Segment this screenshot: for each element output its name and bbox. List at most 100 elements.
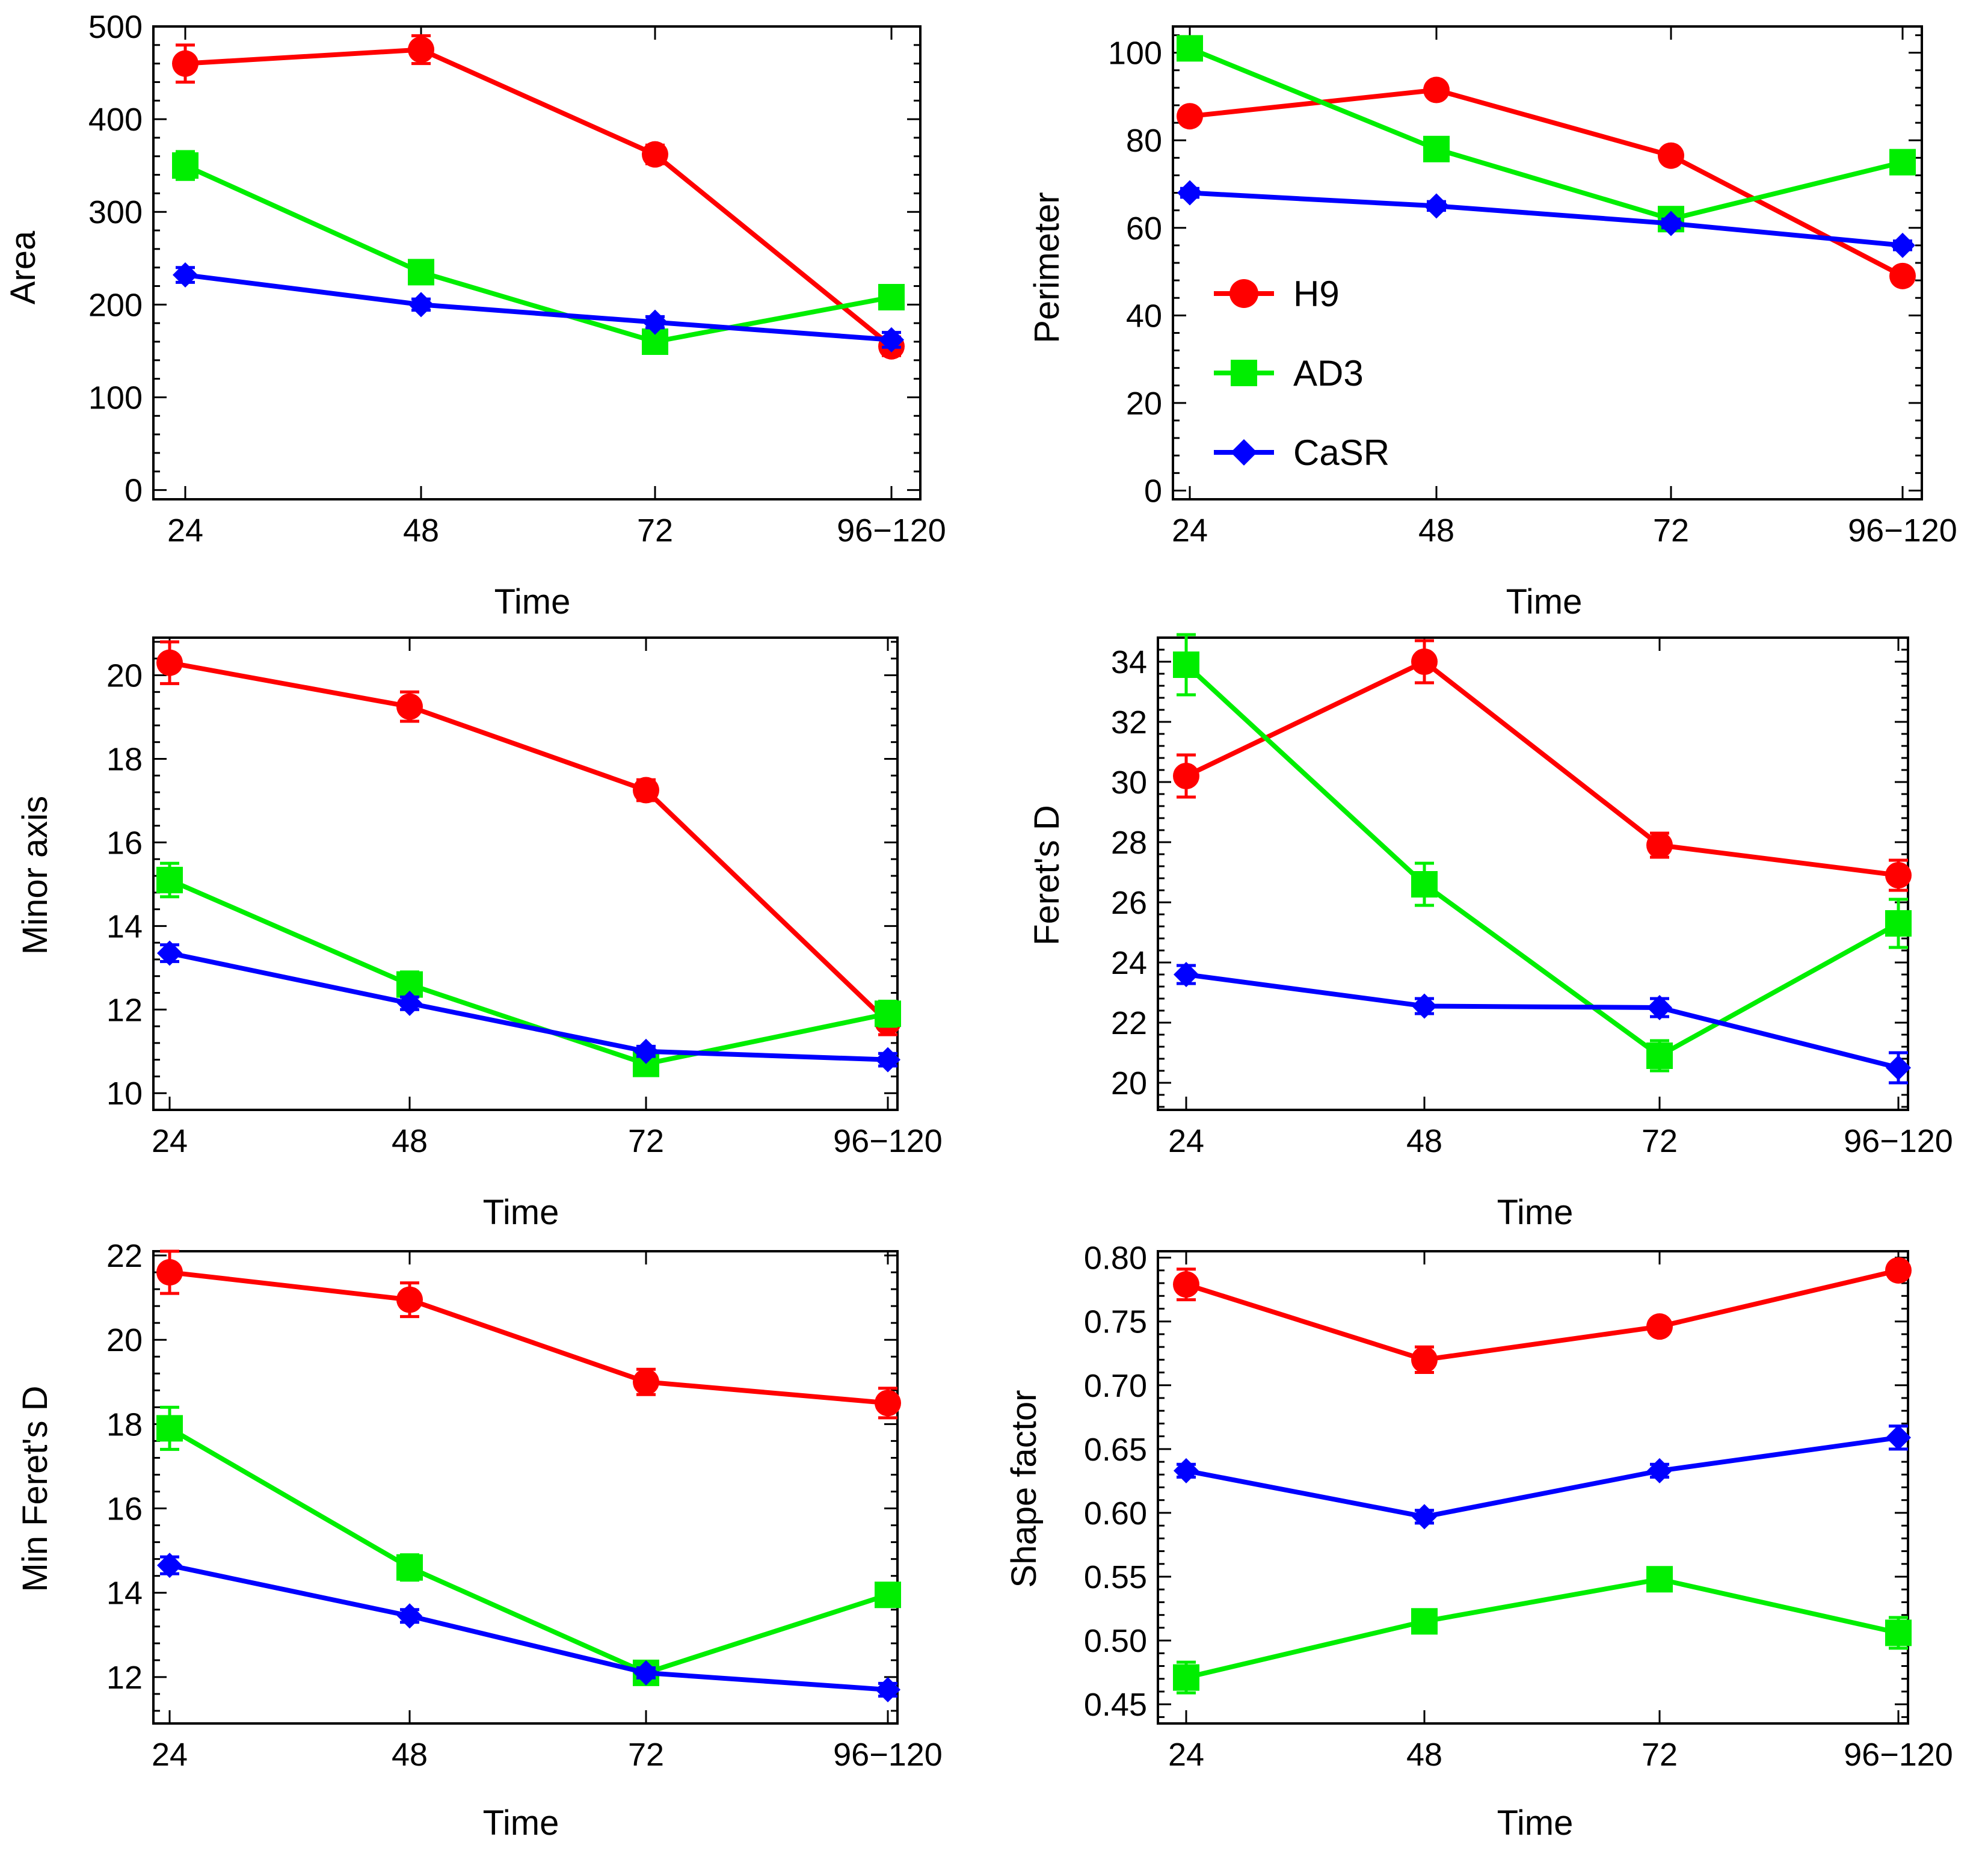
- min-ferets-d-h9-point: [156, 1259, 183, 1286]
- legend-entry-h9: H9: [1214, 274, 1340, 314]
- ferets-d-h9-line: [1185, 659, 1899, 878]
- legend-marker-casr: [1231, 439, 1257, 466]
- shape-factor-ytick-label: 0.80: [1084, 1240, 1147, 1277]
- legend: H9 AD3 CaSR: [1214, 274, 1389, 473]
- min-ferets-d-xtick-label: 48: [392, 1737, 428, 1773]
- ferets-d-xlabel: Time: [1497, 1193, 1574, 1232]
- area-xtick-label: 48: [403, 513, 439, 549]
- minor-axis-casr-point: [157, 940, 182, 966]
- area-ytick-label: 200: [88, 287, 143, 323]
- shape-factor-xtick-label: 24: [1168, 1737, 1204, 1773]
- perimeter-ad3-point: [1889, 149, 1916, 176]
- min-ferets-d-ad3-point: [875, 1581, 901, 1609]
- min-ferets-d-casr-point: [157, 1553, 182, 1578]
- area-h9-point: [172, 50, 198, 77]
- min-ferets-d-xtick-label: 24: [152, 1737, 188, 1773]
- area-h9-point: [642, 141, 668, 168]
- min-ferets-d-casr-point: [397, 1603, 422, 1629]
- minor-axis-casr-point: [633, 1038, 659, 1064]
- minor-axis-ytick-label: 20: [106, 658, 143, 694]
- minor-axis-ad3-line: [168, 878, 888, 1067]
- area-xtick-label: 72: [637, 513, 673, 549]
- legend-marker-ad3: [1231, 360, 1257, 386]
- area-ad3-line: [184, 163, 892, 344]
- shape-factor-casr-point: [1886, 1424, 1911, 1450]
- perimeter-ytick-label: 40: [1126, 298, 1162, 334]
- ferets-d-ytick-label: 22: [1111, 1005, 1147, 1041]
- ferets-d-ad3-point: [1885, 910, 1912, 937]
- perimeter-ad3-point: [1177, 35, 1203, 62]
- area-xlabel: Time: [494, 582, 571, 621]
- minor-axis-h9-point: [633, 777, 659, 804]
- minor-axis-ytick-label: 16: [106, 825, 143, 861]
- perimeter-ytick-label: 100: [1108, 35, 1162, 72]
- perimeter-xtick-label: 24: [1172, 513, 1208, 549]
- perimeter-casr-point: [1424, 193, 1449, 219]
- min-ferets-d-ad3-line: [168, 1426, 889, 1675]
- minor-axis-xtick-label: 24: [152, 1123, 188, 1159]
- legend-marker-h9: [1229, 279, 1258, 308]
- ferets-d-plot: 20 22 24 26 28 30 32 34 24 48 72 96−120: [1111, 633, 1953, 1159]
- perimeter-ytick-label: 80: [1126, 123, 1162, 159]
- min-ferets-d-casr-line: [169, 1563, 888, 1692]
- perimeter-h9-point: [1177, 103, 1203, 130]
- shape-factor-xtick-label: 48: [1406, 1737, 1442, 1773]
- perimeter-ytick-label: 0: [1144, 473, 1162, 509]
- min-ferets-d-ytick-label: 22: [106, 1238, 143, 1274]
- shape-factor-xlabel: Time: [1497, 1803, 1574, 1843]
- ferets-d-ad3-line: [1184, 663, 1900, 1058]
- shape-factor-casr-line: [1186, 1435, 1899, 1520]
- minor-axis-xtick-label: 48: [392, 1123, 428, 1159]
- area-ytick-label: 400: [88, 102, 143, 138]
- ferets-d-ylabel: Feret's D: [1027, 805, 1066, 945]
- shape-factor-ytick-label: 0.70: [1084, 1368, 1147, 1404]
- ferets-d-xtick-label: 24: [1168, 1123, 1204, 1159]
- area-ytick-label: 0: [125, 473, 143, 509]
- min-ferets-d-xtick-label: 96−120: [833, 1737, 943, 1773]
- area-ad3-point: [878, 284, 905, 311]
- perimeter-ytick-label: 20: [1126, 386, 1162, 422]
- area-ytick-label: 500: [88, 9, 143, 45]
- area-ytick-label: 100: [88, 380, 143, 416]
- minor-axis-ad3-point: [156, 866, 183, 893]
- minor-axis-frame: [152, 636, 899, 1111]
- shape-factor-casr-point: [1412, 1504, 1437, 1530]
- minor-axis-xlabel: Time: [483, 1193, 559, 1232]
- ferets-d-ytick-label: 28: [1111, 825, 1147, 861]
- shape-factor-ytick-label: 0.75: [1084, 1304, 1147, 1340]
- perimeter-xtick-label: 96−120: [1848, 513, 1957, 549]
- ferets-d-casr-point: [1886, 1055, 1911, 1080]
- ferets-d-ad3-point: [1173, 651, 1199, 678]
- minor-axis-ad3-point: [875, 1000, 901, 1027]
- ferets-d-panel: Feret's D Time: [1027, 805, 1573, 1232]
- shape-factor-xtick-label: 96−120: [1844, 1737, 1953, 1773]
- min-ferets-d-frame: [152, 1250, 899, 1725]
- shape-factor-plot: 0.45 0.50 0.55 0.60 0.65 0.70 0.75 0.80 24 48 72 96…: [1084, 1240, 1953, 1773]
- minor-axis-ylabel: Minor axis: [16, 796, 55, 955]
- shape-factor-h9-point: [1173, 1271, 1199, 1298]
- shape-factor-ad3-point: [1173, 1664, 1199, 1691]
- minor-axis-xtick-label: 96−120: [833, 1123, 943, 1159]
- minor-axis-casr-point: [875, 1047, 900, 1073]
- shape-factor-ylabel: Shape factor: [1005, 1390, 1044, 1588]
- shape-factor-ytick-label: 0.45: [1084, 1687, 1147, 1723]
- area-casr-point: [173, 262, 198, 288]
- perimeter-ylabel: Perimeter: [1027, 192, 1066, 343]
- shape-factor-h9-point: [1411, 1346, 1438, 1373]
- min-ferets-d-plot: 12 14 16 18 20 22 24 48 72 96−120: [106, 1238, 943, 1773]
- min-ferets-d-ytick-label: 12: [106, 1660, 143, 1696]
- shape-factor-ytick-label: 0.60: [1084, 1495, 1147, 1532]
- minor-axis-ytick-label: 18: [106, 741, 143, 777]
- area-ad3-point: [408, 259, 434, 286]
- ferets-d-ytick-label: 24: [1111, 945, 1147, 981]
- ferets-d-ad3-point: [1411, 871, 1438, 898]
- min-ferets-d-ad3-point: [396, 1554, 423, 1581]
- perimeter-casr-point: [1177, 180, 1202, 206]
- perimeter-casr-point: [1658, 211, 1684, 236]
- min-ferets-d-ad3-point: [156, 1415, 183, 1442]
- minor-axis-ytick-label: 10: [106, 1076, 143, 1112]
- area-ad3-point: [172, 152, 198, 179]
- shape-factor-ad3-point: [1646, 1566, 1673, 1593]
